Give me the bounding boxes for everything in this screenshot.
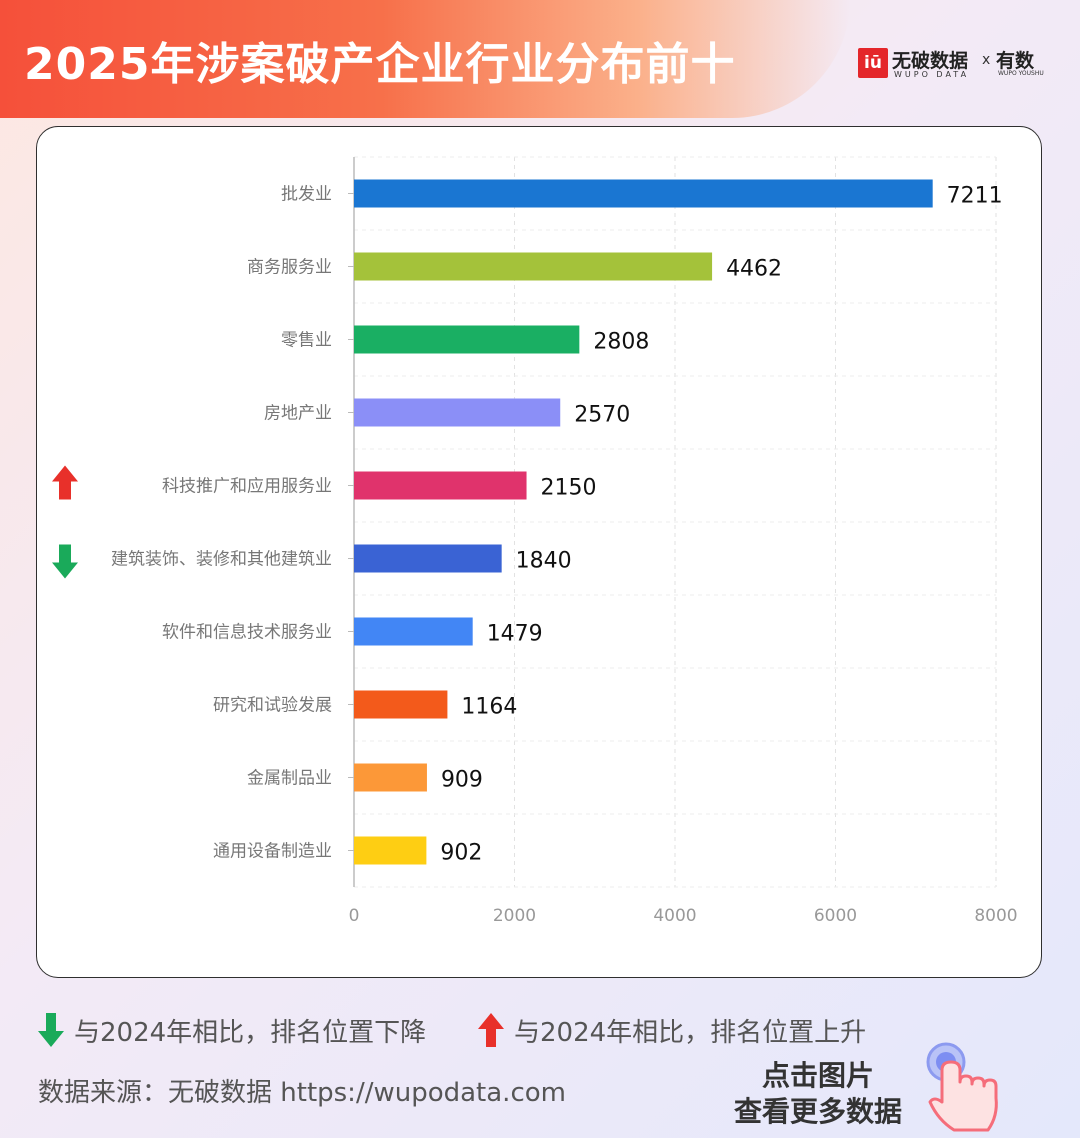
x-tick-label: 0 [349,906,360,926]
x-tick-label: 4000 [653,906,696,926]
category-label: 零售业 [281,331,332,351]
bar [354,325,580,354]
cta-button[interactable]: 点击图片 查看更多数据 [720,1058,916,1130]
value-label: 1164 [461,695,517,720]
pointing-hand-icon [926,1042,998,1132]
partner-brand-name: 有数 [996,50,1035,72]
rank-down-arrow-icon [52,544,78,579]
legend-down-label: 与2024年相比，排名位置下降 [74,1017,427,1048]
page-title: 2025年涉案破产企业行业分布前十 [24,39,736,90]
brand-logo[interactable]: iū 无破数据 WUPO DATA x 有数 WUPO YOUSHU [858,46,1048,86]
brand-subtitle: WUPO DATA [894,70,970,79]
brand-separator: x [982,52,991,68]
data-source: 数据来源：无破数据 https://wupodata.com [38,1078,566,1108]
title-banner [0,0,850,118]
value-label: 2150 [541,476,597,501]
category-label: 批发业 [281,185,332,205]
bar [354,836,427,865]
cta-line-2: 查看更多数据 [733,1095,902,1128]
category-label: 软件和信息技术服务业 [162,623,332,643]
category-label: 金属制品业 [247,769,332,789]
value-label: 1840 [516,549,572,574]
legend-up: 与2024年相比，排名位置上升 [478,1010,866,1050]
arrow-down-icon [38,1013,64,1047]
bar [354,471,527,500]
bar [354,617,473,646]
cta-line-1: 点击图片 [761,1059,874,1092]
x-tick-label: 2000 [493,906,536,926]
bar [354,690,448,719]
bar [354,252,713,281]
value-label: 1479 [487,622,543,647]
bar [354,179,933,208]
value-label: 902 [440,841,482,866]
bar [354,544,502,573]
bar [354,763,427,792]
rank-up-arrow-icon [52,465,78,500]
value-label: 2570 [574,403,630,428]
value-label: 2808 [593,330,649,355]
x-tick-label: 8000 [974,906,1017,926]
category-label: 房地产业 [264,404,332,424]
bar-chart: 0 2000 4000 6000 8000 批发业 7211 商务服务业 4462 零售业 2808… [52,156,1018,926]
category-label: 科技推广和应用服务业 [162,477,332,497]
category-label: 研究和试验发展 [213,696,332,716]
x-tick-label: 6000 [814,906,857,926]
category-label: 建筑装饰、装修和其他建筑业 [111,550,332,570]
value-label: 909 [441,768,483,793]
category-label: 通用设备制造业 [213,842,332,862]
category-label: 商务服务业 [247,258,332,278]
legend-up-label: 与2024年相比，排名位置上升 [514,1017,867,1048]
chart-card: 0 2000 4000 6000 8000 批发业 7211 商务服务业 4462 零售业 2808… [36,126,1042,978]
partner-brand-subtitle: WUPO YOUSHU [998,70,1044,77]
wupo-logo-icon: iū [858,48,888,78]
brand-name: 无破数据 [892,50,969,72]
bar [354,398,561,427]
value-label: 7211 [947,184,1003,209]
arrow-up-icon [478,1013,504,1047]
value-label: 4462 [726,257,782,282]
legend-down: 与2024年相比，排名位置下降 [38,1010,426,1050]
